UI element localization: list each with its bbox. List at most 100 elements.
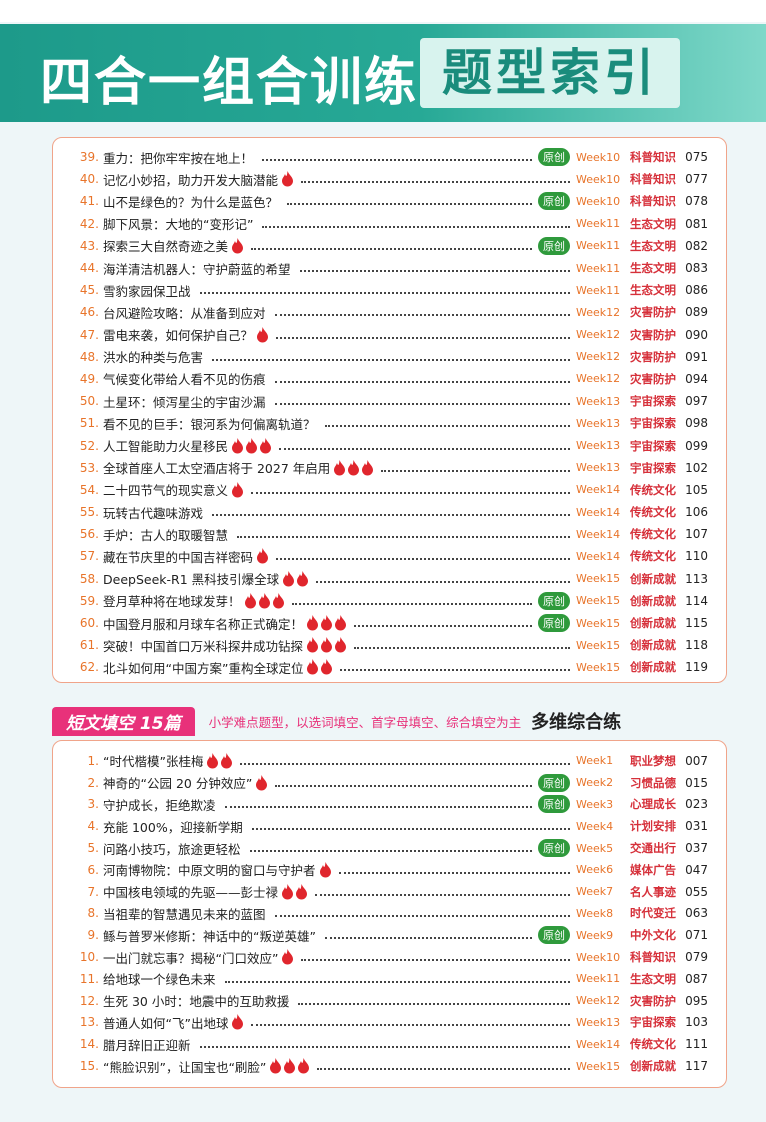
entry-number: 44. xyxy=(79,261,99,276)
flame-icon xyxy=(221,752,233,769)
entry-page: 037 xyxy=(685,841,708,856)
entry-topic: 宇宙探索 xyxy=(630,438,676,453)
index-row: 39. 重力：把你牢牢按在地上！ 原创 Week10 科普知识 075 xyxy=(53,146,726,168)
flame-shape xyxy=(307,659,319,675)
entry-number: 50. xyxy=(79,394,99,409)
flame-icon xyxy=(282,883,294,900)
entry-number: 14. xyxy=(79,1037,99,1052)
flame-shape xyxy=(296,883,308,900)
entry-page: 055 xyxy=(685,884,708,899)
flame-icon xyxy=(282,949,294,965)
entry-week: Week14 xyxy=(576,483,621,497)
leader-dots xyxy=(316,580,570,583)
entry-page: 047 xyxy=(685,862,708,877)
flame-shape xyxy=(221,752,233,769)
entry-page: 091 xyxy=(685,349,708,364)
entry-title: 北斗如何用“中国方案”重构全球定位 xyxy=(103,660,304,676)
difficulty xyxy=(231,1014,245,1030)
entry-page: 110 xyxy=(685,549,708,564)
entry-number: 5. xyxy=(87,841,99,856)
index-row: 12. 生死 30 小时：地震中的互助救援 Week12 灾害防护 095 xyxy=(53,990,726,1012)
index-row: 1. “时代楷模”张桂梅 Week1 职业梦想 007 xyxy=(53,750,726,772)
entry-week: Week15 xyxy=(576,660,621,674)
entry-page: 075 xyxy=(685,150,708,165)
entry-week: Week15 xyxy=(576,616,621,630)
entry-number: 4. xyxy=(87,819,99,834)
difficulty xyxy=(306,637,348,653)
flame-shape xyxy=(307,615,319,631)
entry-title: 台风避险攻略：从准备到应对 xyxy=(103,305,266,321)
entry-page: 023 xyxy=(685,797,708,812)
difficulty xyxy=(306,659,334,675)
entry-title: 雪豹家园保卫战 xyxy=(103,283,191,299)
flame-shape xyxy=(282,949,294,965)
index-row: 47. 雷电来袭，如何保护自己？ Week12 灾害防护 090 xyxy=(53,324,726,346)
entry-title: 突破！中国首口万米科探井成功钻探 xyxy=(103,638,304,654)
leader-dots xyxy=(251,491,570,494)
index-row: 10. 一出门就忘事？揭秘“门口效应” Week10 科普知识 079 xyxy=(53,946,726,968)
flame-icon xyxy=(232,437,244,454)
entry-number: 39. xyxy=(79,150,99,165)
flame-shape xyxy=(256,774,268,791)
entry-title: 海洋清洁机器人：守护蔚蓝的希望 xyxy=(103,261,291,277)
leader-dots xyxy=(315,893,570,896)
entry-title: 土星环：倾泻星尘的宇宙沙漏 xyxy=(103,394,266,410)
index-row: 48. 洪水的种类与危害 Week12 灾害防护 091 xyxy=(53,346,726,368)
entry-title: 二十四节气的现实意义 xyxy=(103,483,229,499)
entry-number: 55. xyxy=(79,505,99,520)
entry-week: Week11 xyxy=(576,217,621,231)
flame-shape xyxy=(284,1058,296,1074)
flame-icon xyxy=(335,615,347,631)
index-row: 61. 突破！中国首口万米科探井成功钻探 Week15 创新成就 118 xyxy=(53,634,726,656)
leader-dots xyxy=(287,203,532,206)
entry-week: Week14 xyxy=(576,527,621,541)
leader-dots xyxy=(291,602,532,605)
entry-title: DeepSeek-R1 黑科技引爆全球 xyxy=(103,572,280,588)
entry-number: 45. xyxy=(79,283,99,298)
entry-number: 40. xyxy=(79,172,99,187)
entry-page: 063 xyxy=(685,906,708,921)
leader-dots xyxy=(199,292,570,295)
difficulty xyxy=(231,237,245,254)
entry-page: 098 xyxy=(685,416,708,431)
flame-icon xyxy=(321,637,333,653)
entry-topic: 生态文明 xyxy=(630,283,676,298)
entry-title: 普通人如何“飞”出地球 xyxy=(103,1015,229,1031)
entry-title: 生死 30 小时：地震中的互助救援 xyxy=(103,994,290,1010)
flame-icon xyxy=(282,171,294,187)
section-tag: 多维综合练 xyxy=(531,712,622,733)
leader-dots xyxy=(274,380,570,383)
leader-dots xyxy=(354,647,570,650)
entry-number: 2. xyxy=(87,775,99,790)
entry-week: Week10 xyxy=(576,172,621,186)
entry-topic: 传统文化 xyxy=(630,505,676,520)
index-row: 45. 雪豹家园保卫战 Week11 生态文明 086 xyxy=(53,279,726,301)
flame-icon xyxy=(307,659,319,675)
index-row: 50. 土星环：倾泻星尘的宇宙沙漏 Week13 宇宙探索 097 xyxy=(53,390,726,412)
entry-topic: 科普知识 xyxy=(630,172,676,187)
entry-title: 腊月辞旧正迎新 xyxy=(103,1037,191,1053)
flame-icon xyxy=(246,437,258,454)
original-badge: 原创 xyxy=(538,192,570,211)
entry-topic: 时代变迁 xyxy=(630,906,676,921)
difficulty xyxy=(333,459,375,476)
section-label: 短文填空 15篇 xyxy=(52,706,195,736)
entry-week: Week10 xyxy=(576,150,621,164)
entry-week: Week1 xyxy=(576,754,614,768)
entry-page: 083 xyxy=(685,261,708,276)
entry-page: 078 xyxy=(685,194,708,209)
entry-title: “熊脸识别”，让国宝也“刷脸” xyxy=(103,1059,267,1075)
entry-topic: 宇宙探索 xyxy=(630,460,676,475)
entry-week: Week11 xyxy=(576,283,621,297)
entry-page: 102 xyxy=(685,460,708,475)
entry-topic: 职业梦想 xyxy=(630,753,676,768)
entry-page: 015 xyxy=(685,775,708,790)
entry-topic: 创新成就 xyxy=(630,616,676,631)
entry-title: 脚下风景：大地的“变形记” xyxy=(103,217,254,233)
entry-topic: 名人事迹 xyxy=(630,884,676,899)
entry-title: 一出门就忘事？揭秘“门口效应” xyxy=(103,950,279,966)
entry-number: 11. xyxy=(79,971,99,986)
entry-title: 人工智能助力火星移民 xyxy=(103,439,229,455)
entry-number: 8. xyxy=(87,906,99,921)
leader-dots xyxy=(224,980,570,983)
